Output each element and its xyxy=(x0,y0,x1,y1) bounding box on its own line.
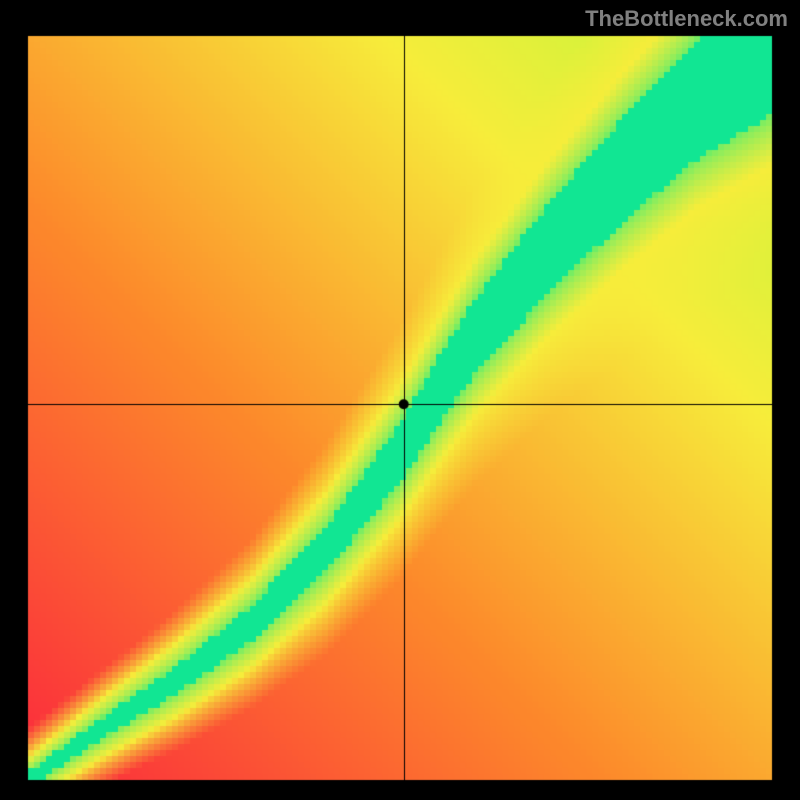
watermark-text: TheBottleneck.com xyxy=(585,6,788,32)
chart-container: TheBottleneck.com xyxy=(0,0,800,800)
bottleneck-heatmap-canvas xyxy=(0,0,800,800)
